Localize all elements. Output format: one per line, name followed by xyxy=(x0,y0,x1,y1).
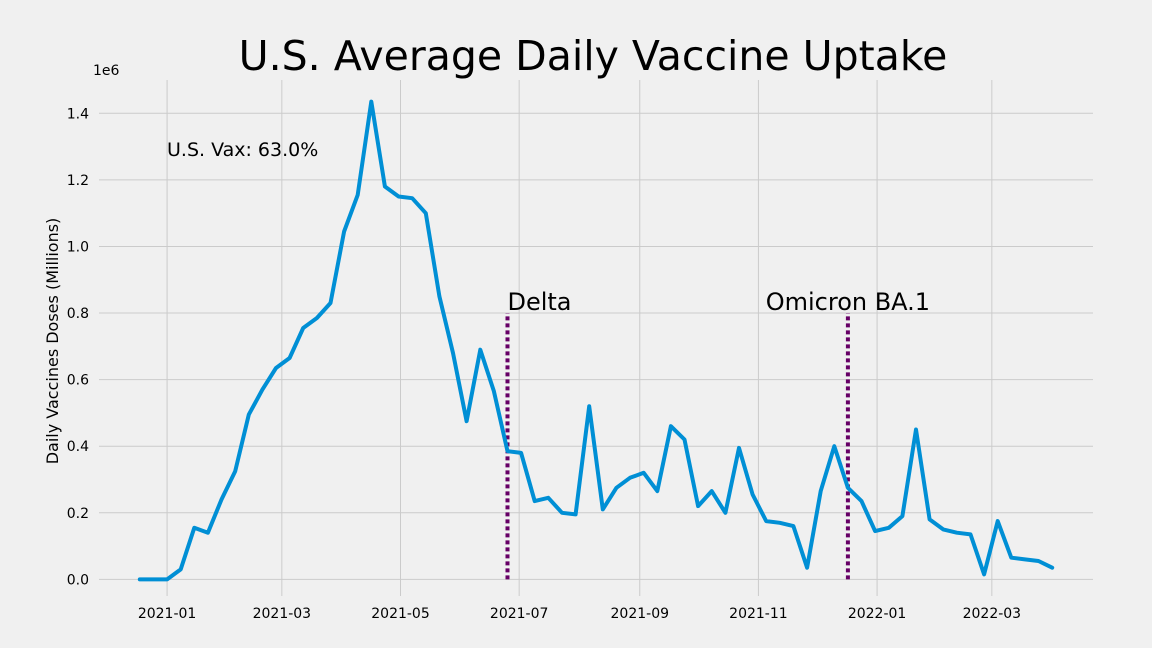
series-line xyxy=(137,99,1055,582)
y-tick-label: 1.4 xyxy=(67,106,89,122)
x-tick-label: 2021-01 xyxy=(138,606,197,622)
y-tick-label: 0.6 xyxy=(67,373,89,389)
y-tick-label: 1.0 xyxy=(67,239,89,255)
x-tick-labels: 2021-01 2021-03 2021-05 2021-07 2021-09 2021-… xyxy=(138,606,1021,622)
y-tick-label: 1.2 xyxy=(67,173,89,189)
x-tick-label: 2021-07 xyxy=(490,606,549,622)
x-tick-label: 2022-03 xyxy=(963,606,1022,622)
y-axis-label: Daily Vaccines Doses (Millions) xyxy=(43,218,62,465)
y-tick-label: 0.0 xyxy=(67,572,89,588)
vaccination-rate-label: U.S. Vax: 63.0% xyxy=(167,139,318,161)
chart-title: U.S. Average Daily Vaccine Uptake xyxy=(239,32,948,80)
y-tick-label: 0.4 xyxy=(67,439,89,455)
y-tick-label: 0.8 xyxy=(67,306,89,322)
omicron-label: Omicron BA.1 xyxy=(766,288,930,316)
x-tick-label: 2022-01 xyxy=(848,606,907,622)
y-tick-labels: 0.0 0.2 0.4 0.6 0.8 1.0 1.2 1.4 xyxy=(67,106,89,588)
y-tick-label: 0.2 xyxy=(67,506,89,522)
x-tick-label: 2021-05 xyxy=(371,606,430,622)
y-axis-offset-label: 1e6 xyxy=(93,63,120,79)
x-tick-label: 2021-09 xyxy=(611,606,670,622)
annotations: U.S. Vax: 63.0% Delta Omicron BA.1 xyxy=(167,139,930,316)
x-tick-label: 2021-03 xyxy=(253,606,312,622)
x-tick-label: 2021-11 xyxy=(729,606,788,622)
delta-label: Delta xyxy=(507,288,571,316)
